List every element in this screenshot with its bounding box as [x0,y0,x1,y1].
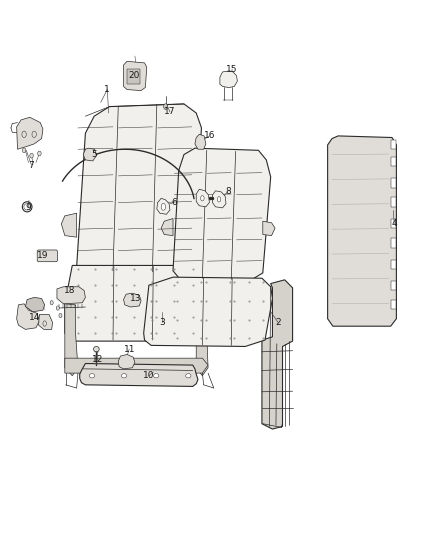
Ellipse shape [56,306,60,310]
Polygon shape [191,219,205,240]
Ellipse shape [217,197,221,202]
Polygon shape [391,178,396,188]
Polygon shape [17,117,43,149]
Polygon shape [391,197,396,207]
Polygon shape [157,198,170,214]
Polygon shape [57,287,85,304]
Polygon shape [124,293,141,307]
Polygon shape [262,280,293,429]
Polygon shape [212,191,226,208]
Polygon shape [391,281,396,290]
Bar [127,69,140,84]
Text: 15: 15 [226,65,238,74]
Polygon shape [39,314,53,329]
Polygon shape [144,277,272,346]
Ellipse shape [59,313,62,318]
Text: 2: 2 [276,318,281,327]
Ellipse shape [50,301,53,305]
Text: 3: 3 [159,318,165,327]
Ellipse shape [38,151,41,156]
Polygon shape [173,148,271,281]
Polygon shape [61,213,77,237]
Polygon shape [328,136,396,326]
Polygon shape [80,364,198,386]
Text: 17: 17 [164,108,176,116]
Polygon shape [263,221,275,236]
Ellipse shape [30,154,33,158]
Text: 18: 18 [64,286,75,295]
Text: 13: 13 [130,294,141,303]
Polygon shape [196,189,209,207]
Polygon shape [391,238,396,248]
Polygon shape [124,61,147,91]
Text: 5: 5 [91,150,97,159]
Ellipse shape [89,374,95,378]
Polygon shape [391,300,396,309]
Polygon shape [77,104,201,273]
Text: 4: 4 [392,220,397,228]
Polygon shape [196,332,208,376]
Text: 9: 9 [25,204,32,212]
Text: 1: 1 [104,85,110,94]
Polygon shape [65,358,208,373]
Text: 7: 7 [28,161,35,169]
Polygon shape [220,71,237,87]
Polygon shape [65,304,78,376]
Ellipse shape [161,204,166,211]
Polygon shape [195,134,206,149]
Text: 14: 14 [29,313,41,321]
Polygon shape [391,219,396,228]
Polygon shape [391,140,396,149]
Ellipse shape [163,103,167,110]
Text: 8: 8 [225,188,231,196]
Polygon shape [83,148,96,161]
Polygon shape [161,219,173,236]
Text: 19: 19 [37,252,49,260]
Ellipse shape [94,346,99,352]
Text: 12: 12 [92,356,103,364]
FancyBboxPatch shape [37,250,57,262]
Ellipse shape [121,374,127,378]
Ellipse shape [22,148,26,153]
Polygon shape [17,304,39,329]
Polygon shape [25,297,45,312]
Text: 10: 10 [143,372,155,380]
Ellipse shape [186,374,191,378]
Polygon shape [391,157,396,166]
Text: 20: 20 [128,71,139,80]
Text: 11: 11 [124,345,135,353]
Ellipse shape [154,374,159,378]
Ellipse shape [201,196,204,201]
Polygon shape [65,265,205,341]
Text: 6: 6 [171,198,177,207]
Polygon shape [391,260,396,269]
Polygon shape [118,354,135,369]
Text: 16: 16 [204,132,215,140]
